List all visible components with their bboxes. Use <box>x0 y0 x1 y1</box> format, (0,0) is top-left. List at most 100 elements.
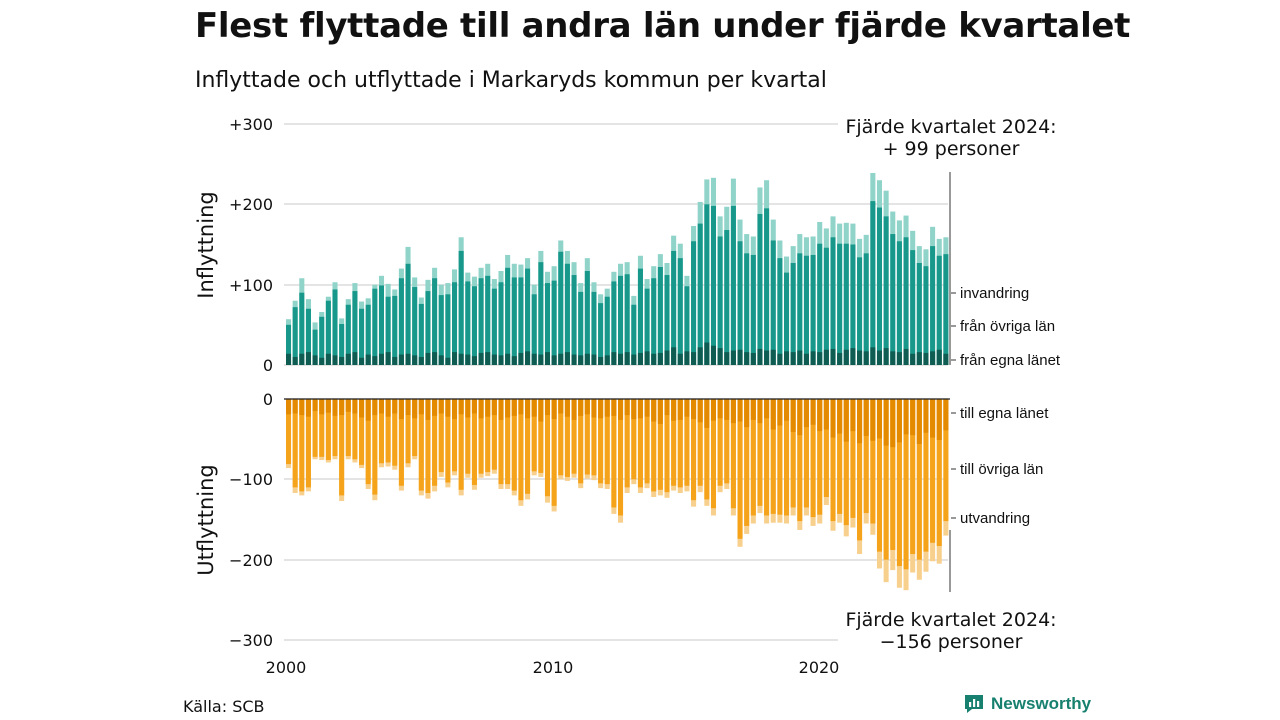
bar-fran-ovriga-lan-2016K2 <box>717 236 723 365</box>
bar-fran-egna-lanet-2008K2 <box>505 353 511 365</box>
bar-fran-ovriga-lan-2009K3 <box>538 262 544 365</box>
bar-till-ovriga-lan-2013K3 <box>644 399 650 484</box>
bar-till-ovriga-lan-2022K3 <box>883 399 889 560</box>
bar-fran-ovriga-lan-2020K3 <box>830 237 836 365</box>
bar-till-ovriga-lan-2009K1 <box>525 399 531 494</box>
bar-till-egna-lanet-2024K3 <box>936 399 942 440</box>
bar-till-egna-lanet-2000K3 <box>299 399 305 416</box>
bar-fran-egna-lanet-2021K4 <box>863 351 869 365</box>
annotation-upper-line1: Fjärde kvartalet 2024: <box>845 116 1056 138</box>
bar-till-egna-lanet-2008K4 <box>518 399 524 415</box>
bar-fran-egna-lanet-2012K3 <box>618 353 624 365</box>
bar-till-ovriga-lan-2023K3 <box>910 399 916 555</box>
bar-till-egna-lanet-2022K2 <box>876 399 883 439</box>
bar-till-ovriga-lan-2008K4 <box>518 399 524 501</box>
bar-till-ovriga-lan-2022K1 <box>870 399 876 524</box>
bar-fran-egna-lanet-2008K4 <box>518 352 524 365</box>
bar-fran-ovriga-lan-2021K1 <box>843 243 849 365</box>
bar-till-ovriga-lan-2018K3 <box>777 399 783 515</box>
bar-fran-egna-lanet-2005K2 <box>425 352 431 365</box>
bar-fran-egna-lanet-2010K4 <box>571 354 577 365</box>
bar-fran-egna-lanet-2017K4 <box>757 348 763 365</box>
bar-fran-ovriga-lan-2010K1 <box>551 280 557 365</box>
bar-till-egna-lanet-2004K3 <box>405 399 411 416</box>
bar-fran-ovriga-lan-2011K3 <box>591 291 597 365</box>
bar-fran-egna-lanet-2001K3 <box>325 353 331 365</box>
bar-fran-ovriga-lan-2007K1 <box>471 286 477 365</box>
bar-till-egna-lanet-2023K1 <box>896 399 902 443</box>
bar-fran-ovriga-lan-2018K3 <box>777 258 783 365</box>
bar-fran-ovriga-lan-2005K4 <box>438 295 444 365</box>
bar-till-ovriga-lan-2005K1 <box>418 399 424 491</box>
bar-till-egna-lanet-2018K3 <box>777 399 783 426</box>
bar-fran-egna-lanet-2022K4 <box>890 351 896 365</box>
bar-fran-ovriga-lan-2005K1 <box>418 303 424 365</box>
x-tick-2000: 2000 <box>266 658 307 677</box>
y-tick-lower-300: −300 <box>229 631 273 650</box>
bar-fran-egna-lanet-2006K2 <box>452 352 458 365</box>
bar-fran-egna-lanet-2001K1 <box>312 355 318 365</box>
bar-till-ovriga-lan-2013K4 <box>651 399 657 492</box>
bar-till-ovriga-lan-2010K2 <box>558 399 564 476</box>
bar-till-egna-lanet-2010K3 <box>564 399 570 417</box>
bar-fran-egna-lanet-2009K4 <box>544 352 551 365</box>
bar-till-ovriga-lan-2019K4 <box>810 399 816 518</box>
bar-till-egna-lanet-2004K1 <box>392 399 398 414</box>
bar-fran-egna-lanet-2014K2 <box>664 350 670 365</box>
bar-till-egna-lanet-2002K1 <box>339 399 345 416</box>
bar-fran-ovriga-lan-2024K1 <box>923 266 929 365</box>
bar-till-ovriga-lan-2003K3 <box>378 399 385 464</box>
bar-till-ovriga-lan-2005K2 <box>425 399 431 493</box>
bar-till-ovriga-lan-2020K4 <box>837 399 843 514</box>
bar-till-ovriga-lan-2001K4 <box>332 399 338 457</box>
bar-fran-egna-lanet-2008K1 <box>498 355 504 365</box>
brand-logo[interactable]: Newsworthy <box>963 693 1091 715</box>
bar-till-ovriga-lan-2018K1 <box>764 399 770 516</box>
bar-till-egna-lanet-2010K2 <box>558 399 564 414</box>
outflow-bars <box>286 399 949 591</box>
bar-till-egna-lanet-2005K4 <box>438 399 444 414</box>
y-axis-label-upper: Inflyttning <box>194 191 218 298</box>
bar-fran-ovriga-lan-2017K1 <box>737 241 743 365</box>
bar-fran-egna-lanet-2012K2 <box>611 352 617 365</box>
bar-till-egna-lanet-2015K1 <box>684 399 690 417</box>
bar-fran-ovriga-lan-2023K4 <box>916 262 922 365</box>
bar-till-ovriga-lan-2013K1 <box>631 399 637 480</box>
bar-fran-egna-lanet-2019K2 <box>797 350 803 365</box>
bar-fran-ovriga-lan-2022K1 <box>870 201 876 365</box>
bar-fran-ovriga-lan-2014K2 <box>664 275 670 365</box>
bar-fran-ovriga-lan-2022K2 <box>876 207 883 365</box>
bar-fran-egna-lanet-2010K3 <box>564 352 570 365</box>
bar-till-ovriga-lan-2010K4 <box>571 399 577 474</box>
bar-fran-egna-lanet-2006K1 <box>445 357 451 365</box>
bar-fran-ovriga-lan-2017K2 <box>744 253 750 365</box>
bar-till-ovriga-lan-2019K1 <box>790 399 796 508</box>
bar-till-egna-lanet-2012K4 <box>624 399 630 416</box>
bar-fran-ovriga-lan-2006K3 <box>458 250 464 365</box>
migration-chart: +300 +200 +100 0 0 −100 −200 −300 Inflyt… <box>194 115 1061 677</box>
bar-fran-egna-lanet-2011K4 <box>598 356 604 365</box>
bar-fran-egna-lanet-2011K2 <box>584 353 590 365</box>
bar-till-ovriga-lan-2019K3 <box>803 399 809 508</box>
bar-till-egna-lanet-2023K4 <box>916 399 922 444</box>
bar-fran-egna-lanet-2004K2 <box>398 354 404 365</box>
bar-fran-egna-lanet-2009K2 <box>531 353 537 365</box>
bar-till-ovriga-lan-2000K1 <box>286 399 292 465</box>
bar-fran-ovriga-lan-2009K2 <box>531 294 537 365</box>
bar-till-egna-lanet-2001K1 <box>312 399 318 412</box>
bar-fran-egna-lanet-2023K3 <box>910 353 916 365</box>
bar-till-egna-lanet-2023K3 <box>910 399 916 436</box>
bar-fran-ovriga-lan-2019K2 <box>797 253 803 365</box>
bar-fran-egna-lanet-2001K4 <box>332 355 338 365</box>
bar-fran-ovriga-lan-2016K4 <box>730 205 736 365</box>
bar-till-egna-lanet-2002K2 <box>345 399 351 412</box>
bar-till-egna-lanet-2013K3 <box>644 399 650 417</box>
bar-till-ovriga-lan-2006K4 <box>465 399 471 474</box>
bar-till-egna-lanet-2009K4 <box>544 399 551 416</box>
bar-till-egna-lanet-2001K2 <box>319 399 325 415</box>
bar-fran-ovriga-lan-2009K4 <box>544 283 551 365</box>
bar-till-ovriga-lan-2021K2 <box>850 399 856 518</box>
bar-fran-egna-lanet-2024K4 <box>943 353 949 365</box>
bar-fran-ovriga-lan-2010K3 <box>564 263 570 365</box>
bar-till-egna-lanet-2015K4 <box>704 399 710 428</box>
